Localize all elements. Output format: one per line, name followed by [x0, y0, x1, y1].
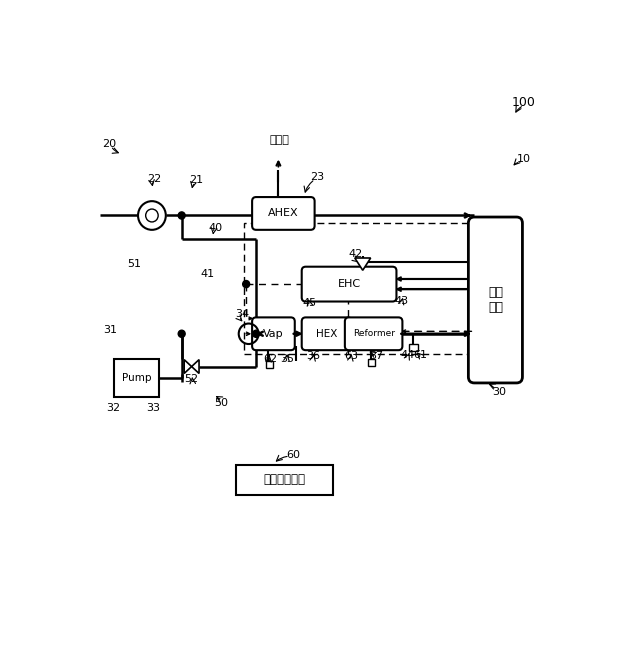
FancyBboxPatch shape — [252, 317, 295, 350]
Text: 10: 10 — [517, 154, 531, 164]
Bar — [266, 361, 273, 368]
Text: 52: 52 — [184, 374, 198, 384]
Text: 43: 43 — [394, 296, 408, 306]
Polygon shape — [191, 360, 199, 374]
Text: 44: 44 — [400, 350, 415, 360]
FancyBboxPatch shape — [301, 267, 396, 301]
Text: 51: 51 — [127, 259, 141, 269]
Text: 60: 60 — [286, 450, 300, 460]
Bar — [368, 359, 374, 366]
Text: 50: 50 — [214, 398, 228, 408]
Polygon shape — [184, 360, 191, 374]
Text: AHEX: AHEX — [268, 208, 299, 218]
Text: 41: 41 — [201, 269, 215, 279]
Bar — [236, 465, 333, 495]
Text: Reformer: Reformer — [353, 329, 395, 338]
Text: 63: 63 — [344, 351, 358, 361]
FancyBboxPatch shape — [301, 317, 352, 350]
FancyBboxPatch shape — [252, 197, 315, 230]
FancyBboxPatch shape — [345, 317, 403, 350]
Text: 100: 100 — [512, 96, 536, 109]
Text: 37: 37 — [369, 351, 383, 361]
Text: 排ガス: 排ガス — [269, 135, 289, 145]
Text: 31: 31 — [103, 325, 116, 334]
FancyBboxPatch shape — [468, 217, 522, 383]
Text: Pump: Pump — [122, 373, 151, 383]
Text: 62: 62 — [263, 354, 277, 364]
Text: 40: 40 — [209, 223, 223, 233]
Text: 22: 22 — [147, 174, 161, 184]
Text: 35: 35 — [280, 354, 294, 364]
Circle shape — [253, 331, 260, 337]
Text: 42: 42 — [349, 249, 363, 259]
Bar — [409, 344, 418, 350]
Text: 33: 33 — [147, 402, 161, 412]
Text: 32: 32 — [107, 402, 121, 412]
Circle shape — [243, 281, 250, 288]
Text: 23: 23 — [310, 172, 324, 182]
Circle shape — [178, 212, 185, 219]
Text: 61: 61 — [413, 350, 428, 360]
Text: 36: 36 — [306, 351, 320, 361]
Bar — [244, 223, 474, 354]
Text: 30: 30 — [492, 387, 506, 397]
Text: EHC: EHC — [337, 279, 361, 289]
Circle shape — [178, 331, 185, 337]
Text: 34: 34 — [236, 309, 250, 319]
Text: HEX: HEX — [316, 329, 337, 338]
Text: 45: 45 — [302, 297, 316, 307]
Text: 21: 21 — [189, 175, 204, 185]
Text: コントローラ: コントローラ — [264, 473, 306, 486]
Text: 燃料
電池: 燃料 電池 — [488, 286, 503, 314]
Polygon shape — [355, 258, 371, 270]
Bar — [114, 359, 159, 397]
Text: 20: 20 — [102, 139, 116, 149]
Text: Vap: Vap — [263, 329, 284, 338]
